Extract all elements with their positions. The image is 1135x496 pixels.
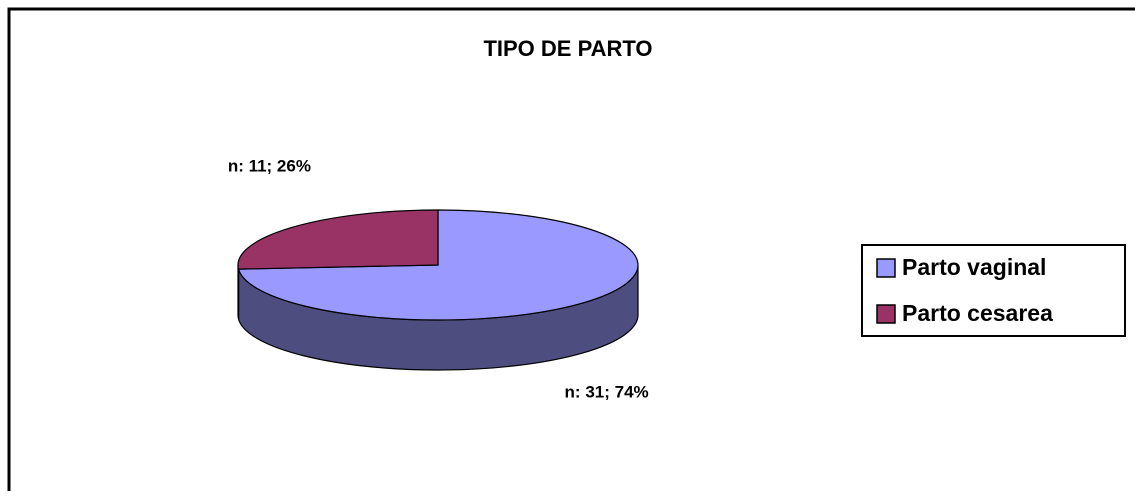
legend-label: Parto vaginal — [902, 254, 1046, 280]
legend-box — [861, 244, 1126, 337]
legend-label: Parto cesarea — [902, 300, 1053, 326]
pie-side — [237, 264, 240, 320]
legend-swatch — [876, 258, 896, 278]
pie-slice — [237, 209, 439, 270]
data-label: n: 11; 26% — [228, 156, 311, 175]
legend-swatch — [876, 304, 896, 324]
data-label: n: 31; 74% — [565, 383, 649, 402]
chart-title: TIPO DE PARTO — [483, 36, 652, 61]
